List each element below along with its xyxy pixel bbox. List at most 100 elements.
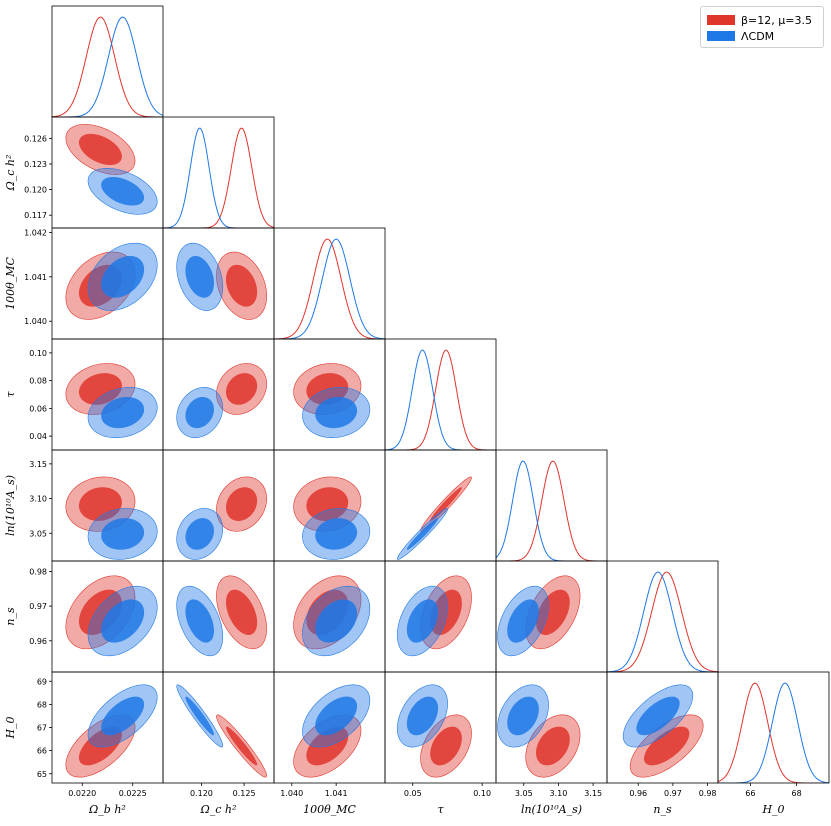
legend-entry-lcdm: ΛCDM <box>707 29 774 43</box>
contour-1sigma-modified <box>536 726 570 766</box>
y-tick-label: 65 <box>37 770 47 779</box>
x-tick-label: 0.125 <box>233 789 256 798</box>
marginal-curve-lcdm <box>274 238 385 339</box>
contour-panel-logA-vs-ombh2 <box>65 476 158 560</box>
x-tick-label: 0.98 <box>699 789 717 798</box>
marginal-panel-omch2 <box>163 127 274 228</box>
contour-1sigma-lcdm <box>101 255 145 298</box>
x-tick-label: 0.0225 <box>119 789 147 798</box>
marginal-curve-modified <box>718 682 829 783</box>
contour-1sigma-lcdm <box>185 696 214 736</box>
marginal-curve-modified <box>496 460 607 561</box>
contour-1sigma-modified <box>306 487 349 521</box>
x-tick-label: 66 <box>745 789 755 798</box>
x-tick-label: 3.10 <box>550 789 568 798</box>
y-axis-label-theta: 100θ_MC <box>4 257 17 310</box>
contour-1sigma-lcdm <box>406 599 439 643</box>
y-tick-label: 0.126 <box>24 134 47 143</box>
legend-entry-modified: β=12, μ=3.5 <box>707 13 812 27</box>
contour-1sigma-modified <box>78 487 122 521</box>
contour-1sigma-modified <box>78 726 122 766</box>
x-axis-label-tau: τ <box>437 803 444 816</box>
contour-1sigma-modified <box>225 487 258 521</box>
y-tick-label: 68 <box>37 700 47 709</box>
y-tick-label: 0.120 <box>24 186 47 195</box>
x-tick-label: 3.15 <box>584 789 602 798</box>
y-tick-label: 0.96 <box>29 637 47 646</box>
marginal-panel-theta <box>274 238 385 339</box>
marginal-curve-modified <box>52 16 163 117</box>
contour-panel-ns-vs-logA <box>497 575 581 657</box>
x-tick-label: 0.96 <box>629 789 647 798</box>
contour-1sigma-modified <box>430 726 462 766</box>
marginal-curve-lcdm <box>718 682 829 783</box>
x-axis-label-logA: ln(10¹⁰A_s) <box>521 803 582 816</box>
contour-panel-H0-vs-theta <box>293 684 371 778</box>
y-tick-label: 66 <box>37 747 47 756</box>
x-tick-label: 1.040 <box>280 789 303 798</box>
contour-1sigma-lcdm <box>101 518 145 550</box>
contour-1sigma-lcdm <box>101 177 145 206</box>
x-tick-label: 68 <box>792 789 802 798</box>
x-axis-label-ns: n_s <box>653 803 672 816</box>
x-tick-label: 0.0220 <box>68 789 96 798</box>
contour-1sigma-lcdm <box>507 599 539 643</box>
marginal-curve-modified <box>163 127 274 228</box>
y-tick-label: 0.04 <box>29 432 47 441</box>
y-tick-label: 0.98 <box>29 567 47 576</box>
contour-1sigma-lcdm <box>101 696 145 736</box>
y-tick-label: 1.040 <box>24 317 47 326</box>
contour-1sigma-modified <box>536 589 570 635</box>
contour-1sigma-modified <box>225 373 258 405</box>
y-tick-label: 1.041 <box>24 273 47 282</box>
marginal-curve-modified <box>385 349 496 450</box>
y-tick-label: 69 <box>37 677 47 686</box>
contour-1sigma-modified <box>225 264 258 307</box>
contour-1sigma-lcdm <box>315 396 358 429</box>
contour-1sigma-lcdm <box>185 255 214 298</box>
contour-panel-H0-vs-omch2 <box>176 684 267 778</box>
y-tick-label: 3.15 <box>29 460 47 469</box>
contour-panel-H0-vs-logA <box>497 684 581 778</box>
marginal-panel-ombh2 <box>52 16 163 117</box>
y-tick-label: 67 <box>37 724 47 733</box>
contour-1sigma-modified <box>643 726 690 766</box>
contour-1sigma-lcdm <box>185 599 214 643</box>
contour-1sigma-modified <box>430 589 462 635</box>
contour-panel-logA-vs-theta <box>293 476 371 560</box>
legend-label-lcdm: ΛCDM <box>741 29 775 43</box>
y-axis-label-ns: n_s <box>4 607 17 626</box>
contour-panel-H0-vs-tau <box>397 684 472 778</box>
legend-swatch-blue <box>707 31 735 41</box>
contour-1sigma-modified <box>430 487 462 521</box>
y-tick-label: 0.123 <box>24 160 47 169</box>
marginal-curve-lcdm <box>607 571 718 672</box>
panel-frame-2-2 <box>273 227 386 340</box>
contour-panel-tau-vs-ombh2 <box>65 363 158 438</box>
y-tick-label: 0.97 <box>29 602 47 611</box>
marginal-curve-lcdm <box>163 127 274 228</box>
y-tick-label: 0.06 <box>29 404 47 413</box>
panel-frame-1-1 <box>162 116 275 229</box>
panel-frame-6-6 <box>717 671 830 784</box>
contour-panel-ns-vs-theta <box>293 575 371 657</box>
contour-1sigma-lcdm <box>101 599 145 643</box>
contour-1sigma-modified <box>78 373 122 405</box>
x-tick-label: 0.97 <box>664 789 682 798</box>
contour-1sigma-lcdm <box>636 696 680 736</box>
y-tick-label: 0.117 <box>24 211 47 220</box>
y-tick-label: 3.05 <box>29 529 47 538</box>
contour-1sigma-lcdm <box>315 599 358 643</box>
legend: β=12, μ=3.5 ΛCDM <box>700 6 824 48</box>
x-tick-label: 3.05 <box>515 789 533 798</box>
x-tick-label: 0.10 <box>473 789 491 798</box>
contour-panel-ns-vs-ombh2 <box>65 575 158 657</box>
y-axis-label-H0: H_0 <box>4 716 17 739</box>
x-tick-label: 1.041 <box>325 789 348 798</box>
contour-1sigma-lcdm <box>315 696 358 736</box>
contour-1sigma-lcdm <box>185 518 214 550</box>
marginal-panel-ns <box>607 571 718 672</box>
contour-panel-logA-vs-omch2 <box>176 476 267 560</box>
legend-swatch-red <box>707 15 735 25</box>
